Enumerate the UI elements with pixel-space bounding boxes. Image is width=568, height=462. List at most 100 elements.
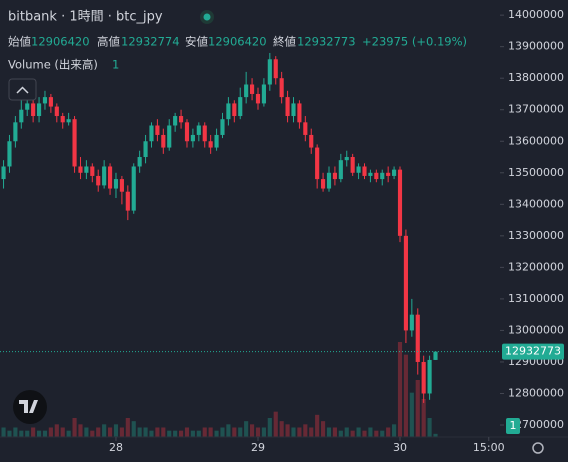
candle-body: [332, 172, 337, 180]
volume-pane: [1, 342, 438, 437]
candle-body: [291, 103, 296, 117]
candle-body: [368, 172, 373, 176]
volume-bar: [131, 421, 136, 437]
candle-body: [90, 166, 95, 176]
volume-bar: [238, 427, 243, 437]
y-tick-label: 13800000: [508, 71, 564, 84]
volume-bar: [36, 430, 42, 437]
chevron-icon: [16, 86, 29, 94]
y-tick-label: 13600000: [508, 134, 564, 147]
volume-bar: [25, 430, 30, 437]
change: +23975 (+0.19%): [362, 35, 467, 49]
price-pane: [0, 52, 500, 403]
volume-bar: [244, 421, 249, 437]
volume-bar: [273, 411, 278, 437]
volume-bar: [297, 427, 302, 437]
x-tick-label: 30: [393, 441, 407, 454]
x-tick-label: 28: [109, 441, 123, 454]
candle-body: [36, 103, 42, 117]
volume-bar: [415, 380, 420, 437]
candle-body: [19, 109, 24, 123]
candle-body: [273, 59, 278, 79]
candle-body: [102, 166, 107, 186]
volume-bar: [90, 430, 95, 437]
candle-body: [125, 191, 130, 211]
volume-bar: [149, 430, 154, 437]
volume-value: 1: [112, 58, 119, 72]
volume-bar: [356, 427, 361, 437]
volume-bar: [202, 427, 207, 437]
y-tick-label: 13500000: [508, 166, 564, 179]
ohlc-value: 12932773: [297, 35, 356, 49]
volume-bar: [190, 430, 195, 437]
volume-bar: [255, 427, 261, 437]
candle-body: [113, 179, 119, 189]
volume-bar: [397, 342, 403, 437]
candle-body: [54, 106, 59, 117]
candle-body: [7, 141, 12, 167]
volume-bar: [326, 427, 332, 437]
candle-body: [220, 119, 225, 135]
candle-body: [392, 169, 397, 176]
volume-bar: [374, 430, 379, 437]
last-price-label: 12932773: [505, 345, 561, 358]
y-tick-label: 14000000: [508, 8, 564, 21]
volume-bar: [261, 427, 266, 437]
candle-body: [267, 59, 272, 85]
volume-bar: [60, 427, 65, 437]
candle-body: [356, 166, 361, 173]
candle-body: [48, 97, 53, 107]
candle-body: [161, 134, 166, 148]
volume-bar: [7, 430, 12, 437]
candle-body: [137, 157, 142, 167]
volume-bar: [214, 430, 219, 437]
volume-bar: [421, 399, 426, 437]
volume-bar: [19, 430, 24, 437]
volume-axis-label: 1: [510, 419, 517, 432]
candle-body: [261, 84, 266, 104]
volume-bar: [315, 414, 320, 437]
candle-body: [415, 314, 420, 362]
volume-bar: [72, 418, 77, 437]
ohlc-label: 終値: [273, 35, 296, 49]
candle-body: [321, 179, 326, 189]
volume-value-box: [506, 418, 520, 434]
candle-body: [244, 84, 249, 98]
candle-body: [403, 235, 408, 331]
status-dot: [203, 13, 211, 21]
volume-bar: [196, 430, 201, 437]
ohlc-legend: 始値 12906420 高値 12932774 安値 12906420 終値 1…: [8, 35, 467, 72]
candle-body: [178, 116, 184, 123]
x-tick-label: 29: [251, 441, 265, 454]
volume-bar: [285, 424, 290, 437]
volume-bar: [427, 418, 432, 437]
volume-bar: [309, 427, 314, 437]
volume-bar: [125, 418, 130, 437]
volume-bar: [303, 424, 308, 437]
candle-body: [25, 103, 30, 110]
volume-bar: [161, 427, 166, 437]
ohlc-value: 12906420: [208, 35, 267, 49]
volume-bar: [250, 424, 255, 437]
candle-body: [250, 84, 255, 94]
y-tick-label: 12700000: [508, 418, 564, 431]
volume-bar: [54, 424, 59, 437]
candle-body: [196, 125, 201, 135]
candle-body: [315, 147, 320, 180]
settings-icon[interactable]: [532, 442, 544, 454]
candle-body: [155, 125, 160, 135]
volume-bar: [13, 427, 18, 437]
candle-body: [380, 172, 385, 180]
volume-bar: [31, 427, 36, 437]
collapse-button[interactable]: [8, 78, 37, 101]
candle-body: [309, 134, 314, 148]
volume-bar: [143, 427, 148, 437]
logo: [13, 390, 47, 424]
ohlc-value: 12906420: [31, 35, 90, 49]
x-tick-label: 15:00: [473, 441, 505, 454]
volume-bar: [226, 424, 231, 437]
volume-bar: [350, 430, 355, 437]
volume-bar: [42, 430, 48, 437]
candle-body: [362, 166, 367, 176]
